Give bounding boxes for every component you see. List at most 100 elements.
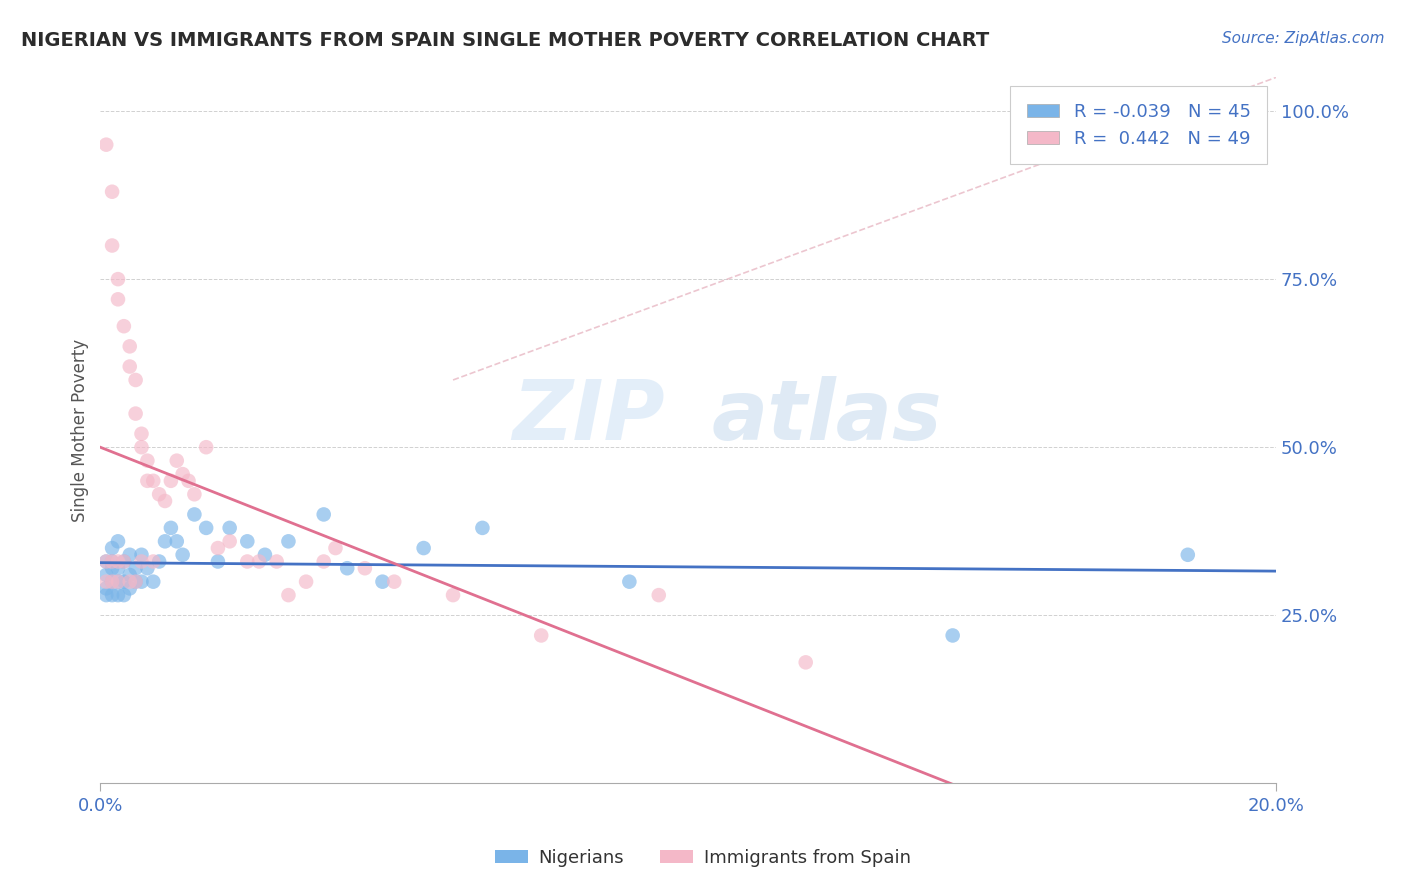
Point bbox=[107, 554, 129, 568]
Point bbox=[1177, 548, 1199, 562]
Point bbox=[177, 474, 200, 488]
Point bbox=[96, 568, 118, 582]
Point bbox=[101, 554, 124, 568]
Point bbox=[942, 628, 965, 642]
Point bbox=[471, 521, 494, 535]
Point bbox=[96, 588, 118, 602]
Point bbox=[101, 574, 124, 589]
Point bbox=[441, 588, 464, 602]
Point bbox=[148, 487, 170, 501]
Point bbox=[266, 554, 288, 568]
Point bbox=[336, 561, 359, 575]
Point bbox=[195, 440, 218, 454]
Point bbox=[142, 574, 165, 589]
Point bbox=[118, 339, 141, 353]
Point bbox=[172, 548, 194, 562]
Point bbox=[101, 185, 124, 199]
Point bbox=[207, 541, 229, 555]
Point bbox=[136, 474, 159, 488]
Text: Source: ZipAtlas.com: Source: ZipAtlas.com bbox=[1222, 31, 1385, 46]
Point bbox=[160, 521, 183, 535]
Point bbox=[131, 426, 153, 441]
Point bbox=[312, 554, 335, 568]
Point bbox=[107, 574, 129, 589]
Point bbox=[101, 574, 124, 589]
Point bbox=[112, 588, 135, 602]
Point bbox=[118, 574, 141, 589]
Point bbox=[160, 474, 183, 488]
Point bbox=[218, 534, 240, 549]
Point bbox=[312, 508, 335, 522]
Point bbox=[218, 521, 240, 535]
Point bbox=[101, 554, 124, 568]
Point bbox=[96, 137, 118, 152]
Text: ZIP: ZIP bbox=[512, 376, 665, 457]
Point bbox=[172, 467, 194, 482]
Text: NIGERIAN VS IMMIGRANTS FROM SPAIN SINGLE MOTHER POVERTY CORRELATION CHART: NIGERIAN VS IMMIGRANTS FROM SPAIN SINGLE… bbox=[21, 31, 990, 50]
Point bbox=[101, 238, 124, 252]
Point bbox=[648, 588, 671, 602]
Point bbox=[118, 548, 141, 562]
Point bbox=[107, 561, 129, 575]
Point bbox=[371, 574, 394, 589]
Point bbox=[96, 582, 118, 596]
Point bbox=[112, 319, 135, 334]
Point bbox=[118, 359, 141, 374]
Point bbox=[325, 541, 347, 555]
Point bbox=[136, 453, 159, 467]
Point bbox=[142, 474, 165, 488]
Point bbox=[277, 534, 299, 549]
Point bbox=[183, 508, 205, 522]
Point bbox=[794, 656, 817, 670]
Y-axis label: Single Mother Poverty: Single Mother Poverty bbox=[72, 339, 89, 522]
Point bbox=[142, 554, 165, 568]
Point bbox=[112, 554, 135, 568]
Point bbox=[247, 554, 270, 568]
Text: atlas: atlas bbox=[711, 376, 942, 457]
Point bbox=[96, 574, 118, 589]
Point bbox=[277, 588, 299, 602]
Point bbox=[131, 574, 153, 589]
Point bbox=[382, 574, 405, 589]
Point bbox=[153, 534, 176, 549]
Point bbox=[124, 574, 146, 589]
Point bbox=[131, 440, 153, 454]
Point bbox=[530, 628, 553, 642]
Point bbox=[107, 574, 129, 589]
Point bbox=[107, 293, 129, 307]
Point bbox=[236, 534, 259, 549]
Point bbox=[131, 554, 153, 568]
Point bbox=[118, 582, 141, 596]
Point bbox=[148, 554, 170, 568]
Point bbox=[295, 574, 318, 589]
Point bbox=[101, 541, 124, 555]
Point bbox=[207, 554, 229, 568]
Point bbox=[136, 561, 159, 575]
Point bbox=[101, 588, 124, 602]
Point bbox=[124, 574, 146, 589]
Legend: Nigerians, Immigrants from Spain: Nigerians, Immigrants from Spain bbox=[488, 842, 918, 874]
Point bbox=[96, 554, 118, 568]
Point bbox=[124, 373, 146, 387]
Point bbox=[619, 574, 641, 589]
Point bbox=[124, 407, 146, 421]
Point bbox=[112, 554, 135, 568]
Point bbox=[412, 541, 434, 555]
Point bbox=[118, 568, 141, 582]
Point bbox=[112, 574, 135, 589]
Point bbox=[195, 521, 218, 535]
Point bbox=[107, 534, 129, 549]
Point bbox=[153, 494, 176, 508]
Point bbox=[236, 554, 259, 568]
Point bbox=[183, 487, 205, 501]
Point bbox=[124, 561, 146, 575]
Point bbox=[107, 272, 129, 286]
Point bbox=[101, 561, 124, 575]
Point bbox=[354, 561, 377, 575]
Point bbox=[253, 548, 276, 562]
Point bbox=[166, 453, 188, 467]
Point bbox=[107, 588, 129, 602]
Point bbox=[166, 534, 188, 549]
Point bbox=[131, 548, 153, 562]
Point bbox=[96, 554, 118, 568]
